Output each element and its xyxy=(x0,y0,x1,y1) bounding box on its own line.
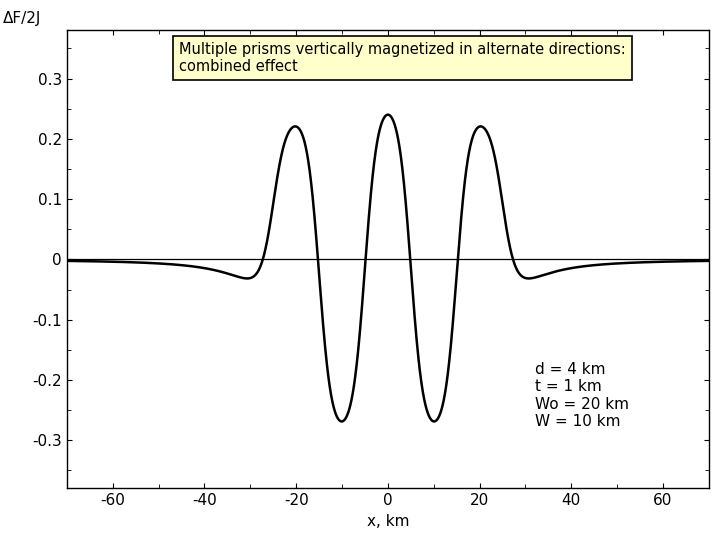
Text: Multiple prisms vertically magnetized in alternate directions:
combined effect: Multiple prisms vertically magnetized in… xyxy=(179,42,626,74)
Text: d = 4 km
t = 1 km
Wo = 20 km
W = 10 km: d = 4 km t = 1 km Wo = 20 km W = 10 km xyxy=(535,362,629,429)
Text: ΔF/2J: ΔF/2J xyxy=(3,11,41,26)
X-axis label: x, km: x, km xyxy=(366,514,409,529)
